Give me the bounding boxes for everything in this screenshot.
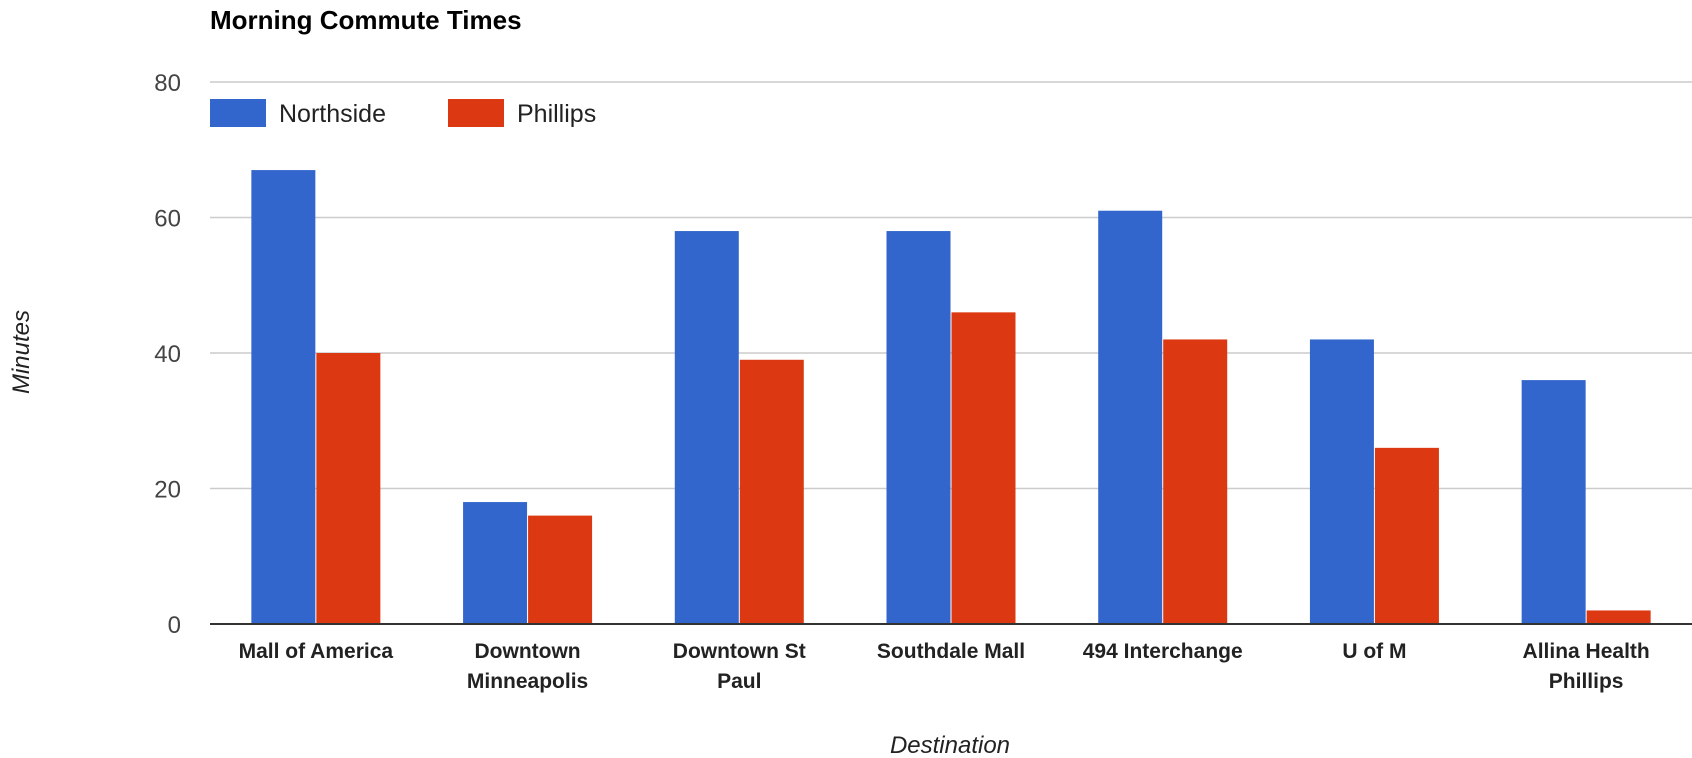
x-tick-label: U of M <box>1342 640 1406 663</box>
legend: Northside Phillips <box>210 99 596 128</box>
x-tick-label: Downtown St <box>673 640 806 663</box>
bar-phillips <box>1374 447 1439 624</box>
y-tick-label: 60 <box>154 206 181 233</box>
x-tick-label: Southdale Mall <box>877 640 1025 663</box>
y-tick-label: 20 <box>154 477 181 504</box>
legend-swatch-phillips <box>448 99 504 127</box>
chart-title: Morning Commute Times <box>210 5 522 35</box>
x-tick-label: Mall of America <box>239 640 394 663</box>
y-axis-title: Minutes <box>8 310 35 394</box>
gridlines <box>210 81 1692 490</box>
legend-label-phillips: Phillips <box>517 100 596 128</box>
bar-phillips <box>739 359 804 624</box>
x-tick-label: Phillips <box>1549 670 1624 693</box>
y-tick-label: 40 <box>154 341 181 368</box>
x-tick-label: 494 Interchange <box>1083 640 1243 663</box>
x-axis-ticks: Mall of America Downtown Minneapolis Downto… <box>239 640 1650 693</box>
bar-northside <box>1098 210 1163 624</box>
y-tick-label: 80 <box>154 70 181 97</box>
bar-northside <box>1521 380 1586 624</box>
x-axis-title: Destination <box>890 732 1010 758</box>
bar-northside <box>1309 339 1374 624</box>
bar-northside <box>674 231 739 625</box>
bar-phillips <box>1586 610 1651 624</box>
bar-phillips <box>951 312 1016 624</box>
bar-northside <box>463 502 528 624</box>
y-tick-label: 0 <box>168 612 181 639</box>
x-tick-label: Minneapolis <box>467 670 588 693</box>
legend-swatch-northside <box>210 99 266 127</box>
x-tick-label: Downtown <box>475 640 581 663</box>
bar-phillips <box>1163 339 1228 624</box>
bar-phillips <box>316 353 381 624</box>
bar-northside <box>886 231 951 625</box>
bar-phillips <box>528 515 593 624</box>
legend-label-northside: Northside <box>279 100 386 128</box>
x-tick-label: Paul <box>717 670 761 693</box>
bars <box>251 170 1651 625</box>
bar-northside <box>251 170 316 624</box>
y-axis-ticks: 0 20 40 60 80 <box>154 70 181 639</box>
x-tick-label: Allina Health <box>1523 640 1650 663</box>
